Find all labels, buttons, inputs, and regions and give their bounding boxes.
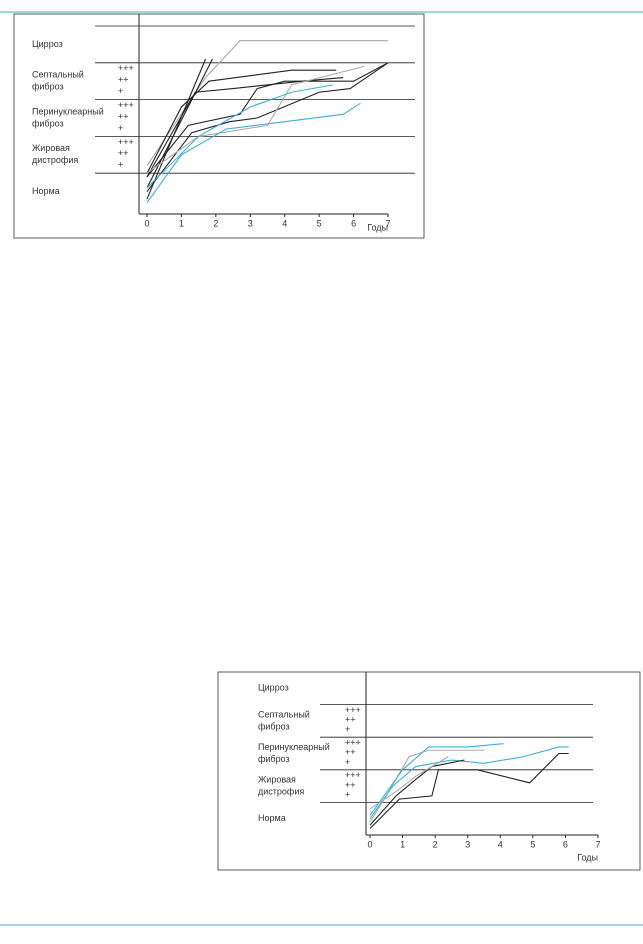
x-tick-label: 3 xyxy=(465,839,470,849)
series-line xyxy=(146,65,365,174)
grade-label: + xyxy=(345,724,350,734)
x-tick-label: 4 xyxy=(498,839,503,849)
grade-label: +++ xyxy=(118,137,134,147)
series-line xyxy=(146,69,337,174)
x-tick-label: 7 xyxy=(385,218,390,228)
series-line xyxy=(369,759,465,826)
x-tick-label: 6 xyxy=(563,839,568,849)
grade-label: +++ xyxy=(118,100,134,110)
grade-label: ++ xyxy=(345,747,356,757)
band-label: Септальный xyxy=(258,709,310,719)
band-label: Норма xyxy=(32,186,60,196)
grade-label: ++ xyxy=(345,780,356,790)
band-label: Цирроз xyxy=(258,683,289,693)
x-axis-label: Годы xyxy=(577,852,598,862)
band-label: фиброз xyxy=(32,118,64,128)
band-label: фиброз xyxy=(258,754,290,764)
series-line xyxy=(146,102,361,203)
band-label: фиброз xyxy=(32,82,64,92)
grade-label: +++ xyxy=(118,63,134,73)
grade-label: ++ xyxy=(118,75,129,85)
x-tick-label: 5 xyxy=(530,839,535,849)
series-line xyxy=(146,62,389,192)
x-tick-label: 5 xyxy=(317,218,322,228)
chart-frame xyxy=(217,671,641,871)
series-line xyxy=(146,40,388,167)
x-tick-label: 4 xyxy=(282,218,287,228)
chart-frame xyxy=(13,13,425,239)
x-tick-label: 7 xyxy=(595,839,600,849)
series-line xyxy=(146,84,334,189)
band-label: фиброз xyxy=(258,721,290,731)
grade-label: + xyxy=(118,123,123,133)
grade-label: ++ xyxy=(345,715,356,725)
grade-label: ++ xyxy=(118,111,129,121)
grade-label: ++ xyxy=(118,148,129,158)
series-line xyxy=(146,76,344,178)
series-line xyxy=(146,58,213,189)
grade-label: + xyxy=(118,160,123,170)
x-tick-label: 2 xyxy=(433,839,438,849)
band-label: Перинуклеарный xyxy=(32,106,104,116)
band-label: Септальный xyxy=(32,70,84,80)
series-line xyxy=(369,756,449,810)
grade-label: + xyxy=(118,86,123,96)
grade-label: + xyxy=(345,757,350,767)
x-axis-label: Годы xyxy=(367,222,388,232)
x-tick-label: 0 xyxy=(367,839,372,849)
band-label: Норма xyxy=(258,813,286,823)
grade-label: +++ xyxy=(345,770,361,780)
x-tick-label: 1 xyxy=(179,218,184,228)
x-tick-label: 3 xyxy=(248,218,253,228)
grade-label: +++ xyxy=(345,705,361,715)
band-label: дистрофия xyxy=(258,786,304,796)
x-tick-label: 0 xyxy=(144,218,149,228)
series-line xyxy=(369,752,569,829)
grade-label: + xyxy=(345,789,350,799)
band-label: Перинуклеарный xyxy=(258,742,330,752)
x-tick-label: 1 xyxy=(400,839,405,849)
x-tick-label: 2 xyxy=(213,218,218,228)
series-line xyxy=(146,62,389,178)
x-tick-label: 6 xyxy=(351,218,356,228)
band-label: Жировая xyxy=(32,143,70,153)
band-label: Цирроз xyxy=(32,39,63,49)
band-label: дистрофия xyxy=(32,155,78,165)
series-line xyxy=(369,746,569,820)
series-line xyxy=(369,749,484,823)
series-line xyxy=(146,58,207,200)
series-line xyxy=(369,743,504,816)
band-label: Жировая xyxy=(258,774,296,784)
grade-label: +++ xyxy=(345,738,361,748)
